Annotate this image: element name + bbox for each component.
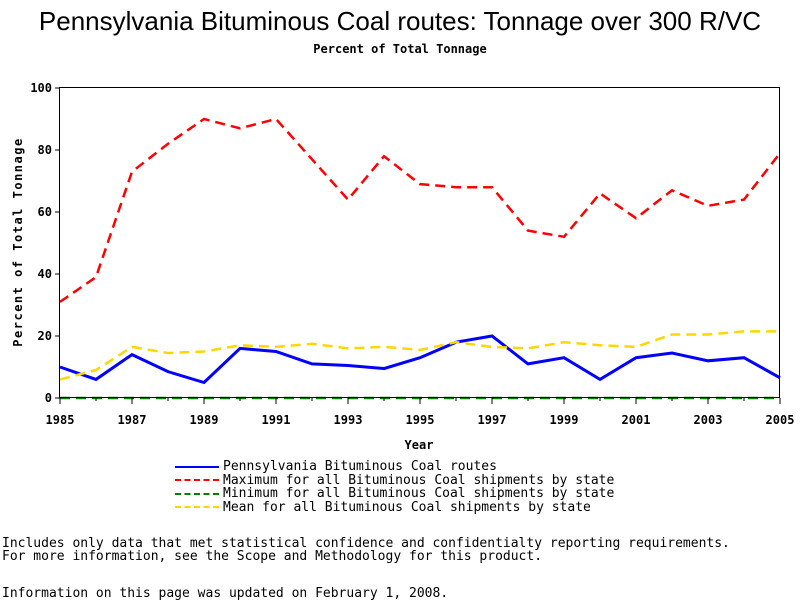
x-tick-label: 1993 [334,413,363,427]
legend-swatch [175,465,219,468]
legend-item: Maximum for all Bituminous Coal shipment… [175,472,615,488]
x-tick-label: 1991 [262,413,291,427]
legend-item: Mean for all Bituminous Coal shipments b… [175,499,614,515]
legend-item: Minimum for all Bituminous Coal shipment… [175,486,615,501]
series-line-2 [59,117,781,303]
line-chart: 0 20 40 60 80 100 1985 1987 1989 1991 1993 1995 1997… [11,81,794,452]
x-tick-label: 1987 [118,413,147,427]
x-tick-label: 1989 [190,413,219,427]
methodology-note: For more information, see the Scope and … [2,549,543,564]
legend-item: Pennsylvania Bituminous Coal routes [175,459,614,474]
legend-swatch [175,492,219,495]
x-tick-label: 1999 [550,413,579,427]
y-tick-label: 80 [38,143,52,157]
updated-note: Information on this page was updated on … [2,586,449,601]
legend-label: Pennsylvania Bituminous Coal routes [223,459,497,474]
x-tick-label: 1985 [46,413,75,427]
y-tick-label: 40 [38,267,52,281]
series-line-1 [59,334,781,385]
x-tick-label: 2005 [766,413,795,427]
legend-label: Maximum for all Bituminous Coal shipment… [223,472,615,488]
x-axis-label: Year [405,438,434,452]
x-tick-label: 1997 [478,413,507,427]
chart-subtitle: Percent of Total Tonnage [313,42,487,56]
x-tick-label: 2003 [694,413,723,427]
series-layer [59,117,781,400]
legend: Pennsylvania Bituminous Coal routes Maxi… [175,459,615,515]
x-tick-label: 2001 [622,413,651,427]
confidence-note: Includes only data that met statistical … [2,536,730,551]
y-tick-label: 100 [30,81,52,95]
y-axis-label: Percent of Total Tonnage [11,137,25,346]
legend-label: Minimum for all Bituminous Coal shipment… [223,486,615,501]
legend-swatch [175,479,219,481]
plot-frame [59,87,780,398]
ticks-layer: 0 20 40 60 80 100 1985 1987 1989 1991 1993 1995 1997… [30,81,794,427]
series-line-4 [59,330,780,381]
legend-label: Mean for all Bituminous Coal shipments b… [223,499,591,515]
y-tick-label: 60 [38,205,52,219]
x-tick-label: 1995 [406,413,435,427]
y-tick-label: 0 [45,391,52,405]
y-tick-label: 20 [38,329,52,343]
legend-swatch [175,506,219,508]
chart-title: Pennsylvania Bituminous Coal routes: Ton… [38,6,762,36]
